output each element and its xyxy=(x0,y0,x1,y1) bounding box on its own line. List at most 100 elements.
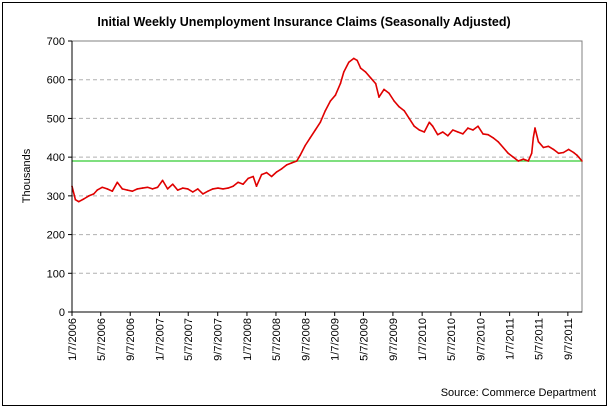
data-point-27 xyxy=(202,193,204,195)
data-point-22 xyxy=(176,189,179,191)
data-point-55 xyxy=(339,82,342,85)
data-point-94 xyxy=(527,160,530,162)
data-point-107 xyxy=(581,160,583,162)
data-point-63 xyxy=(374,82,377,85)
data-point-90 xyxy=(507,152,510,155)
data-point-33 xyxy=(232,185,234,187)
data-point-100 xyxy=(547,145,550,148)
data-point-18 xyxy=(156,186,159,189)
data-point-80 xyxy=(457,131,459,133)
x-tick-label-12: 1/7/2010 xyxy=(417,318,429,361)
data-point-47 xyxy=(299,154,302,156)
data-point-38 xyxy=(255,185,258,187)
data-point-11 xyxy=(121,188,124,190)
data-point-28 xyxy=(207,190,209,192)
data-point-83 xyxy=(472,129,474,131)
data-point-103 xyxy=(562,151,565,154)
data-point-49 xyxy=(309,137,312,139)
data-point-78 xyxy=(447,135,449,137)
data-point-79 xyxy=(452,129,454,131)
data-point-98 xyxy=(537,140,540,143)
data-point-73 xyxy=(423,131,426,133)
x-tick-label-17: 9/7/2011 xyxy=(563,318,575,360)
data-point-7 xyxy=(101,186,103,189)
x-tick-label-11: 9/7/2009 xyxy=(388,318,400,361)
data-point-96 xyxy=(532,137,535,139)
y-tick-label-200: 200 xyxy=(47,230,65,242)
data-point-13 xyxy=(131,190,134,192)
data-point-12 xyxy=(126,189,129,191)
data-point-23 xyxy=(181,187,184,189)
y-tick-label-700: 700 xyxy=(47,36,65,48)
data-point-77 xyxy=(442,131,444,133)
x-tick-label-0: 1/7/2006 xyxy=(67,318,79,361)
data-point-50 xyxy=(314,129,317,131)
data-point-29 xyxy=(212,188,214,190)
data-point-102 xyxy=(557,152,560,155)
y-axis-label: Thousands xyxy=(21,148,33,203)
data-point-74 xyxy=(428,121,431,124)
y-tick-label-500: 500 xyxy=(47,113,65,125)
data-point-20 xyxy=(166,188,169,190)
y-axis-ticks: 0 100 200 300 400 500 600 700 xyxy=(47,36,72,319)
data-point-106 xyxy=(576,154,578,156)
data-point-16 xyxy=(146,186,149,189)
data-point-54 xyxy=(334,94,337,96)
data-point-92 xyxy=(517,160,520,162)
data-point-81 xyxy=(462,133,464,135)
data-point-30 xyxy=(217,187,219,189)
series-group xyxy=(71,57,583,203)
data-point-104 xyxy=(567,148,570,151)
data-point-2 xyxy=(77,200,80,203)
data-point-5 xyxy=(93,193,95,195)
x-tick-label-1: 5/7/2006 xyxy=(96,318,108,361)
y-tick-label-0: 0 xyxy=(59,307,65,319)
data-point-10 xyxy=(116,181,119,184)
x-tick-label-3: 1/7/2007 xyxy=(154,318,166,361)
y-tick-label-600: 600 xyxy=(47,75,65,87)
data-point-69 xyxy=(403,109,406,112)
data-point-105 xyxy=(572,151,575,154)
data-point-37 xyxy=(252,175,254,178)
x-tick-label-9: 1/7/2009 xyxy=(330,318,342,361)
data-point-101 xyxy=(552,148,555,151)
data-point-36 xyxy=(247,177,249,180)
x-tick-label-6: 1/7/2008 xyxy=(242,318,254,361)
x-tick-label-2: 9/7/2006 xyxy=(125,318,137,361)
x-tick-label-8: 9/7/2008 xyxy=(300,318,312,361)
x-tick-label-15: 1/7/2011 xyxy=(505,318,517,360)
data-point-53 xyxy=(329,100,332,102)
data-point-61 xyxy=(364,71,367,73)
x-tick-label-7: 5/7/2008 xyxy=(271,318,283,361)
data-point-17 xyxy=(151,188,154,190)
x-axis-ticks: 1/7/2006 5/7/2006 9/7/2006 1/7/2007 5/7/2007… xyxy=(67,312,575,361)
data-point-88 xyxy=(497,140,499,143)
data-point-41 xyxy=(270,175,273,178)
data-point-99 xyxy=(542,146,545,149)
data-point-26 xyxy=(197,188,199,190)
data-point-91 xyxy=(512,156,514,158)
plot-area xyxy=(71,40,583,313)
data-point-89 xyxy=(502,146,505,149)
data-point-84 xyxy=(477,125,479,127)
data-point-40 xyxy=(265,171,268,174)
data-point-19 xyxy=(161,179,164,182)
data-point-48 xyxy=(304,144,307,147)
data-point-66 xyxy=(388,92,390,95)
data-point-56 xyxy=(343,71,345,73)
data-point-58 xyxy=(353,57,355,60)
data-point-82 xyxy=(467,127,469,129)
y-tick-label-100: 100 xyxy=(47,268,65,280)
data-point-46 xyxy=(296,160,298,162)
data-point-44 xyxy=(285,164,288,166)
data-point-52 xyxy=(324,109,327,112)
data-point-42 xyxy=(275,171,278,173)
data-point-8 xyxy=(106,188,108,190)
data-point-35 xyxy=(242,183,244,185)
data-point-97 xyxy=(534,127,536,129)
data-point-86 xyxy=(487,133,489,136)
gridlines xyxy=(72,79,582,274)
data-point-93 xyxy=(522,158,525,160)
x-tick-label-16: 5/7/2011 xyxy=(533,318,545,360)
